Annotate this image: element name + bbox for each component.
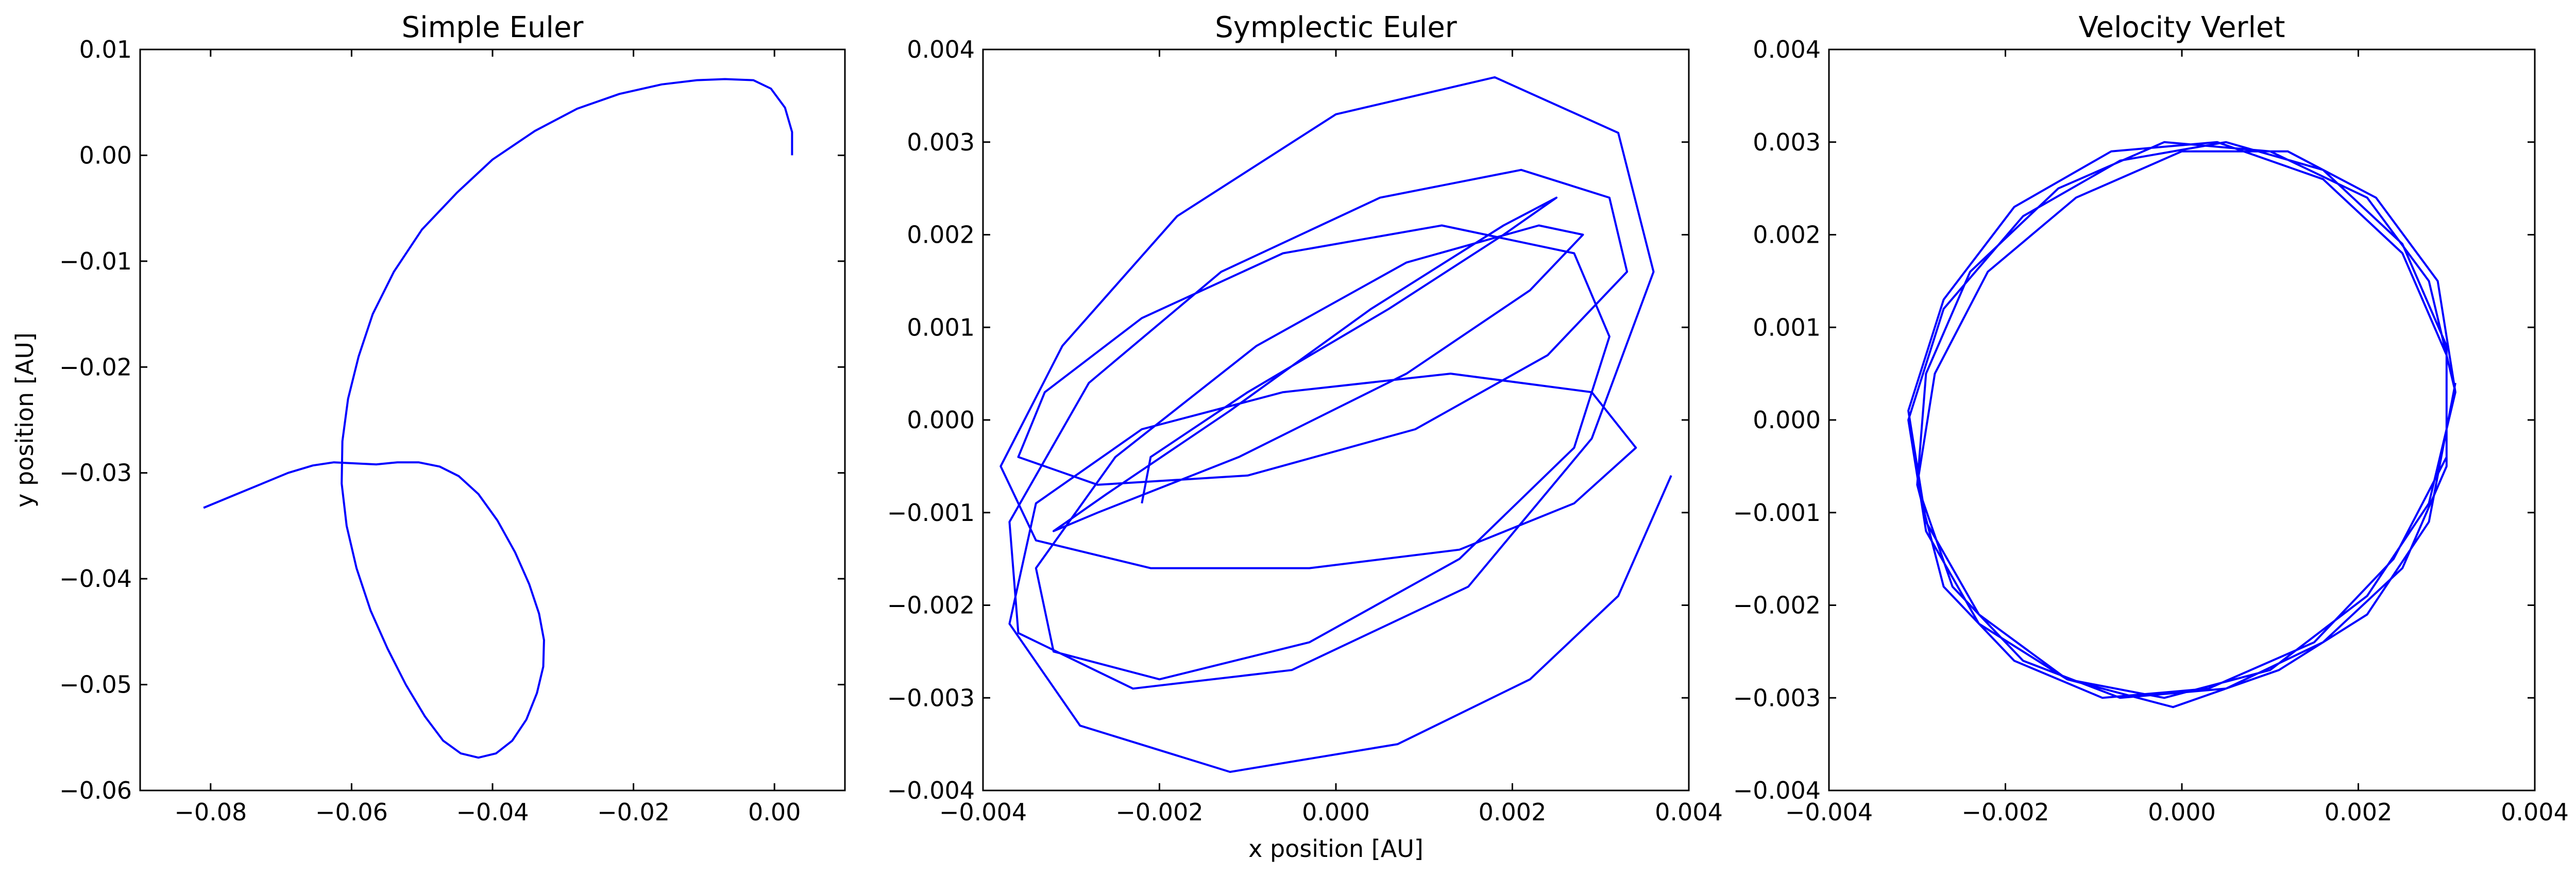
y-axis-label: y position [AU] <box>11 332 39 508</box>
trajectory-line <box>203 78 793 759</box>
y-axis-ticks: 0.004 0.003 0.002 0.001 0.000 −0.001 −0.002 −0.… <box>1733 36 2535 804</box>
y-tick-label: 0.004 <box>907 36 975 63</box>
y-tick-label: −0.05 <box>59 671 132 699</box>
y-tick-label: 0.004 <box>1753 36 1821 63</box>
x-axis-ticks: −0.004 −0.002 0.000 0.002 0.004 <box>939 49 1723 826</box>
plot-frame <box>139 48 846 791</box>
plot-title: Simple Euler <box>402 11 584 44</box>
x-tick-label: 0.000 <box>1302 798 1370 826</box>
y-tick-label: −0.001 <box>887 499 975 527</box>
y-tick-label: −0.04 <box>59 565 132 593</box>
x-tick-label: 0.00 <box>748 798 801 826</box>
y-tick-label: 0.000 <box>1753 406 1821 434</box>
y-tick-label: −0.003 <box>1733 684 1821 712</box>
y-tick-label: −0.01 <box>59 247 132 275</box>
plot-simple-euler: Simple Euler −0.08 −0.06 −0.04 −0.02 0.00 0.… <box>59 11 846 826</box>
x-tick-label: −0.002 <box>1961 798 2049 826</box>
y-tick-label: −0.004 <box>1733 777 1821 804</box>
y-tick-label: 0.002 <box>907 221 975 249</box>
x-tick-label: 0.002 <box>1479 798 1547 826</box>
x-tick-label: 0.004 <box>2501 798 2569 826</box>
y-tick-label: 0.002 <box>1753 221 1821 249</box>
x-tick-label: −0.04 <box>456 798 529 826</box>
x-tick-label: −0.02 <box>597 798 670 826</box>
y-axis-ticks: 0.004 0.003 0.002 0.001 0.000 −0.001 −0.002 −0.… <box>887 36 1689 804</box>
x-tick-label: −0.08 <box>174 798 247 826</box>
x-axis-label: x position [AU] <box>1248 835 1423 863</box>
x-tick-label: −0.004 <box>939 798 1027 826</box>
y-tick-label: 0.000 <box>907 406 975 434</box>
y-tick-label: −0.001 <box>1733 499 1821 527</box>
y-tick-label: −0.002 <box>1733 592 1821 619</box>
y-tick-label: −0.03 <box>59 459 132 487</box>
y-tick-label: −0.003 <box>887 684 975 712</box>
plot-frame <box>1828 48 2536 791</box>
x-tick-label: 0.004 <box>1655 798 1723 826</box>
x-axis-ticks: −0.08 −0.06 −0.04 −0.02 0.00 <box>174 49 801 826</box>
x-axis-ticks: −0.004 −0.002 0.000 0.002 0.004 <box>1785 49 2569 826</box>
y-axis-ticks: 0.01 0.00 −0.01 −0.02 −0.03 −0.04 −0.05 −0.06 <box>59 36 845 804</box>
y-tick-label: 0.00 <box>79 141 132 169</box>
plot-velocity-verlet: Velocity Verlet −0.004 −0.002 0.000 0.002 0.… <box>1733 11 2569 826</box>
y-tick-label: 0.003 <box>907 128 975 156</box>
x-tick-label: 0.000 <box>2148 798 2216 826</box>
y-tick-label: 0.001 <box>907 313 975 341</box>
x-tick-label: 0.002 <box>2325 798 2393 826</box>
y-tick-label: 0.01 <box>79 36 132 63</box>
y-tick-label: −0.002 <box>887 592 975 619</box>
x-tick-label: −0.06 <box>315 798 388 826</box>
y-tick-label: −0.004 <box>887 777 975 804</box>
trajectory-line <box>999 76 1672 773</box>
y-tick-label: 0.001 <box>1753 313 1821 341</box>
y-tick-label: 0.003 <box>1753 128 1821 156</box>
x-tick-label: −0.004 <box>1785 798 1873 826</box>
y-tick-label: −0.06 <box>59 777 132 804</box>
y-tick-label: −0.02 <box>59 353 132 381</box>
plot-symplectic-euler: Symplectic Euler −0.004 −0.002 0.000 0.002 0… <box>887 11 1723 826</box>
trajectory-line <box>1907 141 2456 709</box>
plot-frame <box>982 48 1690 791</box>
x-tick-label: −0.002 <box>1115 798 1203 826</box>
plot-title: Velocity Verlet <box>2079 11 2285 44</box>
plot-title: Symplectic Euler <box>1215 11 1458 44</box>
